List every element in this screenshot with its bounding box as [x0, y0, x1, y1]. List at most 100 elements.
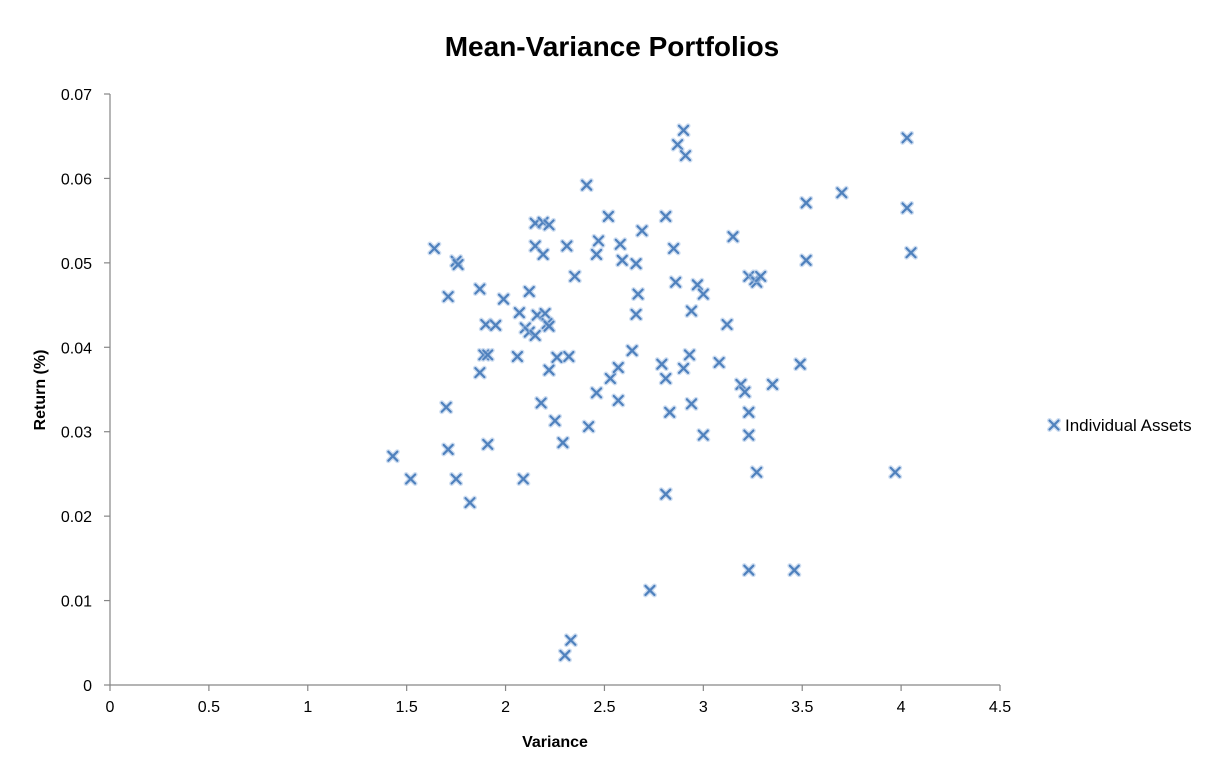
data-point [749, 465, 764, 480]
data-point [682, 347, 697, 362]
y-axis-title: Return (%) [32, 350, 49, 431]
x-tick-label: 2 [501, 699, 510, 716]
x-axis-title: Variance [522, 734, 588, 751]
data-point [676, 123, 691, 138]
data-point [654, 357, 669, 372]
data-point [555, 435, 570, 450]
data-point [668, 275, 683, 290]
data-point [462, 495, 477, 510]
data-point [528, 328, 543, 343]
data-point [581, 419, 596, 434]
data-point [542, 217, 557, 232]
data-point [589, 247, 604, 262]
data-point [642, 583, 657, 598]
data-point [385, 449, 400, 464]
data-point [900, 130, 915, 145]
data-point [662, 405, 677, 420]
data-point [536, 247, 551, 262]
data-point [629, 256, 644, 271]
data-point [678, 148, 693, 163]
data-point [741, 563, 756, 578]
data-points [385, 123, 918, 663]
data-point [496, 292, 511, 307]
data-point [542, 363, 557, 378]
data-point [427, 241, 442, 256]
data-point [615, 253, 630, 268]
data-point [579, 178, 594, 193]
y-tick-label: 0.01 [61, 594, 92, 611]
x-tick-label: 3 [699, 699, 708, 716]
data-point [557, 648, 572, 663]
x-tick-label: 0 [106, 699, 115, 716]
data-point [589, 385, 604, 400]
x-tick-label: 2.5 [593, 699, 615, 716]
data-point [684, 303, 699, 318]
legend-label: Individual Assets [1065, 416, 1192, 435]
data-point [512, 305, 527, 320]
data-point [549, 350, 564, 365]
y-tick-label: 0.06 [61, 171, 92, 188]
data-point [737, 385, 752, 400]
data-point [538, 306, 553, 321]
data-point [696, 428, 711, 443]
data-point [834, 185, 849, 200]
data-point [741, 405, 756, 420]
data-point [561, 349, 576, 364]
data-point [753, 269, 768, 284]
chart-title: Mean-Variance Portfolios [445, 31, 780, 62]
data-point [472, 282, 487, 297]
data-point [799, 195, 814, 210]
data-point [472, 365, 487, 380]
legend-x-marker [1047, 418, 1061, 432]
data-point [629, 307, 644, 322]
data-point [542, 319, 557, 334]
data-point [611, 393, 626, 408]
data-point [888, 465, 903, 480]
data-point [603, 371, 618, 386]
data-point [741, 428, 756, 443]
y-tick-label: 0.04 [61, 340, 92, 357]
data-point [635, 223, 650, 238]
data-point [591, 233, 606, 248]
data-point [625, 343, 640, 358]
data-point [613, 237, 628, 252]
data-point [631, 287, 646, 302]
y-tick-label: 0.02 [61, 509, 92, 526]
data-point [658, 371, 673, 386]
tick-labels: 0 0.5 1 1.5 2 2.5 3 3.5 4 4.5 0 0.01 0.02 0.03 0.04 0.0… [61, 87, 1011, 716]
data-point [601, 209, 616, 224]
legend-marker-icon [1047, 418, 1061, 432]
data-point [658, 209, 673, 224]
data-point [563, 633, 578, 648]
data-point [488, 318, 503, 333]
y-tick-label: 0.03 [61, 425, 92, 442]
data-point [765, 377, 780, 392]
data-point [534, 396, 549, 411]
x-tick-label: 4.5 [989, 699, 1011, 716]
data-point [567, 269, 582, 284]
data-point [441, 442, 456, 457]
y-tick-label: 0.05 [61, 256, 92, 273]
data-point [522, 284, 537, 299]
data-point [799, 253, 814, 268]
data-point [658, 487, 673, 502]
axes [104, 93, 1001, 691]
data-point [904, 245, 918, 260]
data-point [516, 471, 531, 486]
data-point [451, 257, 466, 272]
data-point [720, 317, 735, 332]
data-point [670, 137, 685, 152]
data-point [726, 229, 740, 244]
data-point [676, 361, 691, 376]
data-point [559, 238, 574, 253]
data-point [548, 413, 562, 428]
x-tick-label: 0.5 [198, 699, 220, 716]
data-point [787, 563, 802, 578]
data-point [480, 347, 495, 362]
data-point [510, 349, 525, 364]
x-tick-label: 4 [897, 699, 906, 716]
x-tick-label: 1 [303, 699, 312, 716]
data-point [449, 471, 464, 486]
